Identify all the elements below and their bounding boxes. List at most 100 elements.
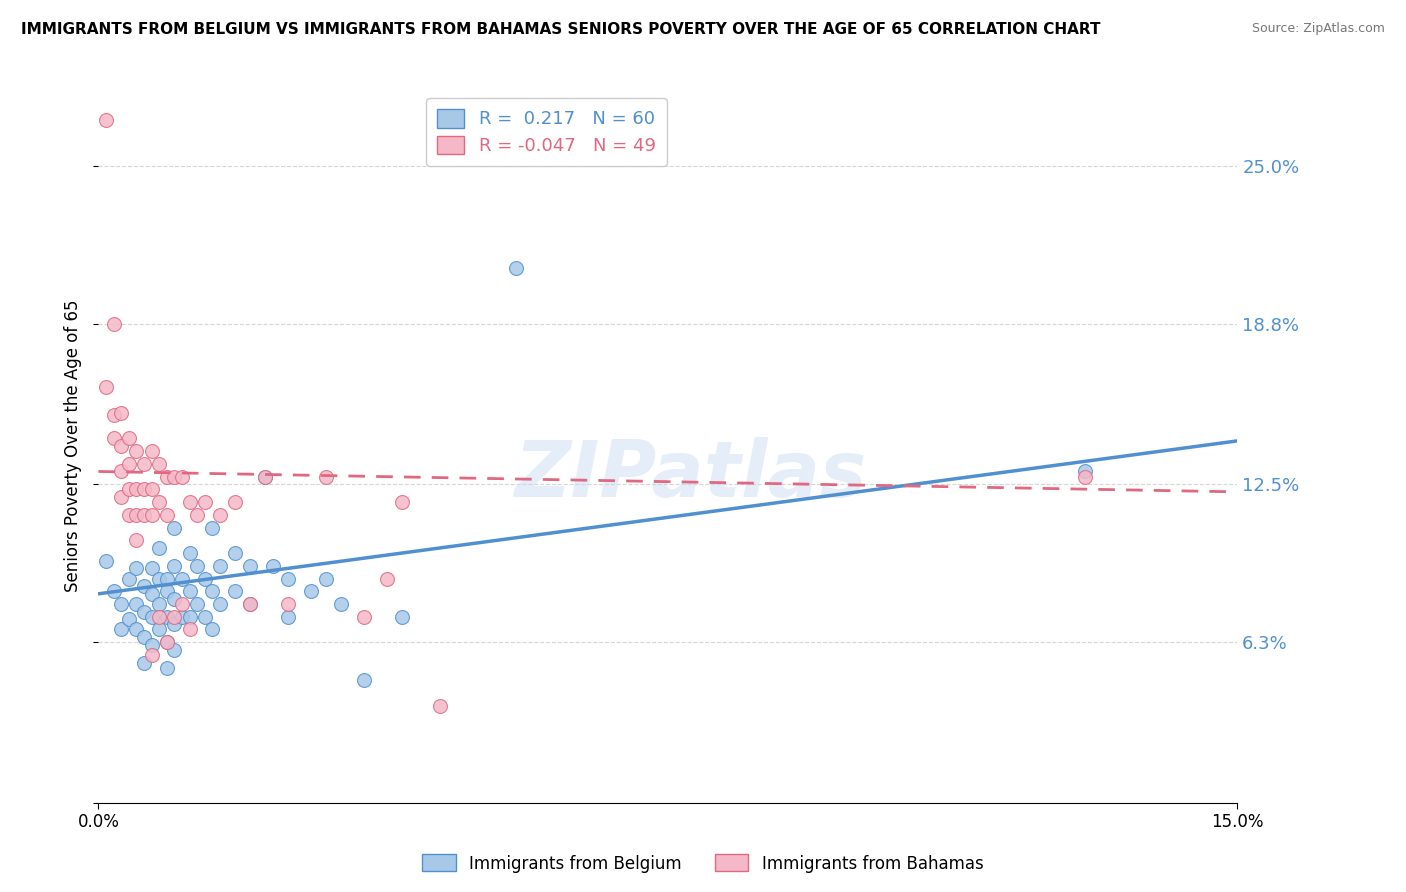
- Point: [277, 597, 299, 611]
- Point: [148, 495, 170, 509]
- Point: [262, 558, 284, 573]
- Point: [110, 406, 132, 420]
- Point: [156, 584, 179, 599]
- Point: [132, 656, 155, 670]
- Point: [132, 579, 155, 593]
- Point: [141, 561, 163, 575]
- Point: [179, 623, 201, 637]
- Point: [208, 597, 231, 611]
- Point: [156, 661, 179, 675]
- Point: [125, 508, 148, 522]
- Point: [118, 483, 141, 497]
- Point: [277, 609, 299, 624]
- Point: [353, 673, 375, 688]
- Point: [125, 533, 148, 548]
- Point: [118, 572, 141, 586]
- Text: Source: ZipAtlas.com: Source: ZipAtlas.com: [1251, 22, 1385, 36]
- Point: [1074, 465, 1097, 479]
- Text: IMMIGRANTS FROM BELGIUM VS IMMIGRANTS FROM BAHAMAS SENIORS POVERTY OVER THE AGE : IMMIGRANTS FROM BELGIUM VS IMMIGRANTS FR…: [21, 22, 1101, 37]
- Point: [208, 508, 231, 522]
- Point: [148, 457, 170, 471]
- Point: [194, 572, 217, 586]
- Point: [132, 605, 155, 619]
- Point: [118, 508, 141, 522]
- Point: [163, 591, 186, 606]
- Point: [391, 609, 413, 624]
- Point: [375, 572, 398, 586]
- Point: [94, 380, 117, 394]
- Point: [156, 635, 179, 649]
- Point: [125, 597, 148, 611]
- Point: [103, 584, 125, 599]
- Point: [315, 572, 337, 586]
- Point: [163, 558, 186, 573]
- Point: [125, 483, 148, 497]
- Point: [141, 508, 163, 522]
- Point: [163, 469, 186, 483]
- Point: [156, 635, 179, 649]
- Point: [148, 623, 170, 637]
- Point: [103, 431, 125, 445]
- Point: [170, 469, 193, 483]
- Point: [148, 572, 170, 586]
- Y-axis label: Seniors Poverty Over the Age of 65: Seniors Poverty Over the Age of 65: [65, 300, 83, 592]
- Point: [239, 597, 262, 611]
- Point: [141, 444, 163, 458]
- Point: [186, 508, 208, 522]
- Point: [163, 643, 186, 657]
- Point: [179, 495, 201, 509]
- Point: [163, 617, 186, 632]
- Point: [179, 609, 201, 624]
- Point: [103, 409, 125, 423]
- Point: [141, 587, 163, 601]
- Point: [110, 623, 132, 637]
- Point: [125, 444, 148, 458]
- Point: [141, 648, 163, 662]
- Point: [132, 508, 155, 522]
- Point: [239, 558, 262, 573]
- Point: [148, 541, 170, 555]
- Point: [194, 609, 217, 624]
- Point: [110, 597, 132, 611]
- Point: [148, 609, 170, 624]
- Point: [277, 572, 299, 586]
- Point: [353, 609, 375, 624]
- Point: [118, 457, 141, 471]
- Point: [194, 495, 217, 509]
- Point: [103, 317, 125, 331]
- Point: [141, 483, 163, 497]
- Point: [299, 584, 322, 599]
- Legend: R =  0.217   N = 60, R = -0.047   N = 49: R = 0.217 N = 60, R = -0.047 N = 49: [426, 98, 666, 166]
- Point: [156, 508, 179, 522]
- Point: [224, 546, 246, 560]
- Point: [163, 520, 186, 534]
- Point: [315, 469, 337, 483]
- Point: [110, 465, 132, 479]
- Point: [148, 597, 170, 611]
- Point: [132, 630, 155, 644]
- Point: [201, 584, 224, 599]
- Point: [141, 609, 163, 624]
- Point: [1074, 469, 1097, 483]
- Text: ZIPatlas: ZIPatlas: [515, 436, 866, 513]
- Point: [208, 558, 231, 573]
- Point: [156, 469, 179, 483]
- Point: [179, 546, 201, 560]
- Point: [391, 495, 413, 509]
- Point: [170, 572, 193, 586]
- Point: [254, 469, 277, 483]
- Point: [156, 609, 179, 624]
- Point: [110, 490, 132, 504]
- Point: [201, 520, 224, 534]
- Point: [429, 698, 451, 713]
- Point: [330, 597, 353, 611]
- Point: [186, 597, 208, 611]
- Point: [110, 439, 132, 453]
- Point: [170, 597, 193, 611]
- Point: [118, 612, 141, 626]
- Point: [224, 495, 246, 509]
- Point: [239, 597, 262, 611]
- Point: [141, 638, 163, 652]
- Point: [163, 609, 186, 624]
- Point: [132, 483, 155, 497]
